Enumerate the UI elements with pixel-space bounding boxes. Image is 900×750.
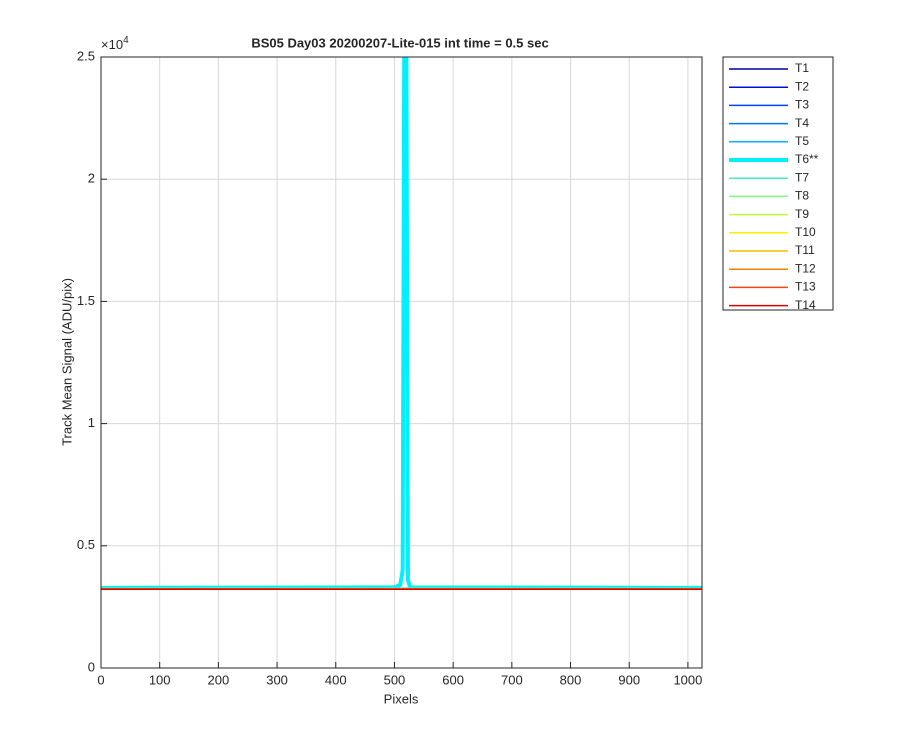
y-multiplier-base: ×10	[101, 37, 123, 52]
y-tick-label: 0.5	[77, 537, 95, 552]
y-multiplier-power: 4	[123, 35, 129, 46]
y-tick-label: 2	[88, 171, 95, 186]
x-tick-label: 100	[149, 672, 171, 687]
x-tick-label: 1000	[673, 672, 702, 687]
axes-box	[100, 56, 703, 669]
legend-label: T4	[795, 116, 809, 130]
x-tick-label: 200	[208, 672, 230, 687]
legend-box	[722, 56, 834, 311]
legend-label: T2	[795, 79, 809, 93]
lines	[101, 57, 702, 591]
legend-label: T6**	[795, 152, 819, 166]
y-tick-label: 1.5	[77, 293, 95, 308]
legend-label: T13	[795, 280, 816, 294]
legend-label: T8	[795, 189, 809, 203]
x-tick-label: 900	[618, 672, 640, 687]
legend-label: T7	[795, 170, 809, 184]
x-tick-label: 700	[501, 672, 523, 687]
legend-label: T9	[795, 207, 809, 221]
y-tick-label: 1	[88, 415, 95, 430]
legend: T1 T2 T3 T4 T5 T6** T7 T8 T9 T10 T11 T12 T13 T14	[729, 61, 819, 312]
legend-label: T11	[795, 243, 815, 257]
chart-title: BS05 Day03 20200207-Lite-015 int time = …	[251, 35, 548, 50]
y-tick-label: 2.5	[77, 48, 95, 63]
y-axis-label: Track Mean Signal (ADU/pix)	[59, 278, 74, 446]
x-tick-label: 800	[560, 672, 582, 687]
legend-label: T5	[795, 134, 809, 148]
y-multiplier: ×104	[101, 35, 129, 53]
y-tick-label: 0	[88, 659, 95, 674]
x-tick-label: 300	[266, 672, 288, 687]
x-tick-label: 0	[97, 672, 104, 687]
legend-label: T3	[795, 98, 809, 112]
x-axis-label: Pixels	[384, 691, 419, 706]
legend-label: T1	[795, 61, 809, 75]
series-line	[101, 57, 702, 590]
legend-label: T10	[795, 225, 816, 239]
x-tick-label: 400	[325, 672, 347, 687]
legend-label: T14	[795, 298, 816, 312]
x-tick-label: 600	[442, 672, 464, 687]
x-tick-label: 500	[384, 672, 406, 687]
legend-label: T12	[795, 261, 816, 275]
